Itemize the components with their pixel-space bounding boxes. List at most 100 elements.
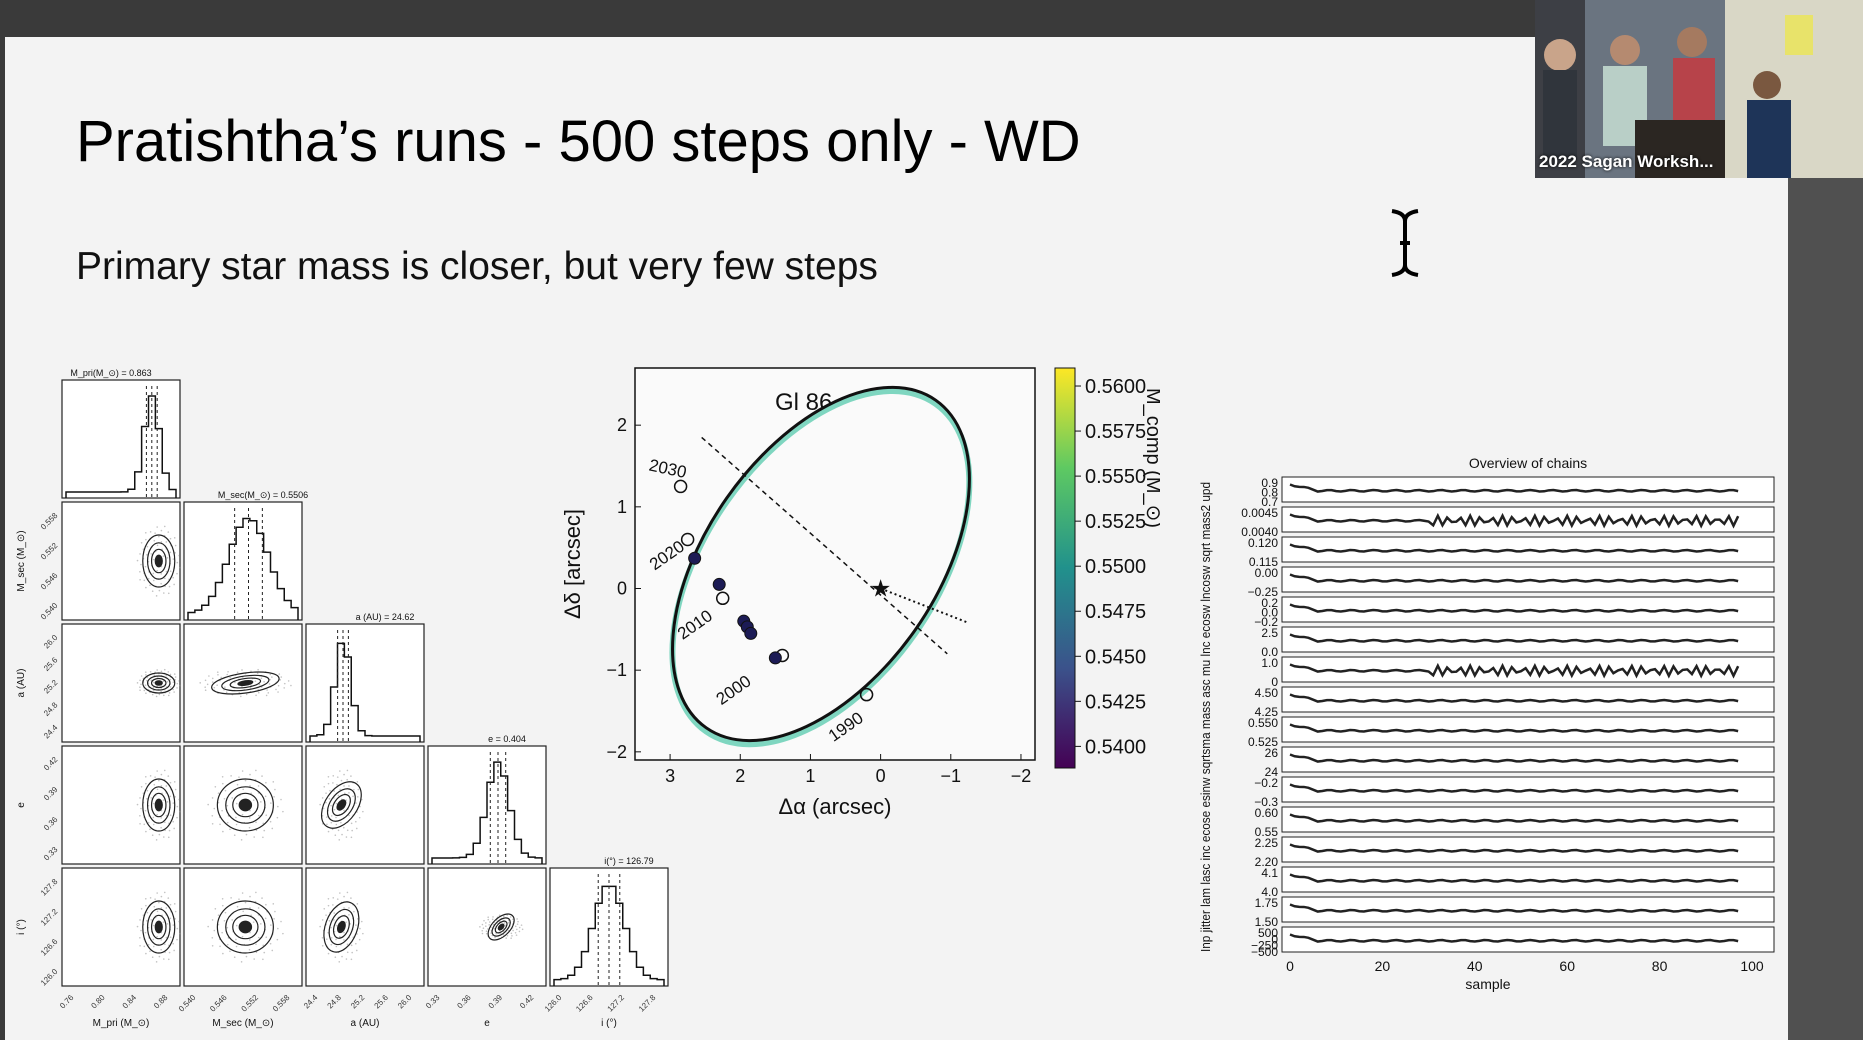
sample-point [213,686,216,689]
sample-point [265,781,267,784]
sample-point [136,682,139,684]
sample-point [174,910,177,913]
sample-point [319,925,321,928]
sample-point [240,961,243,963]
video-thumbnail[interactable]: 2022 Sagan Worksh... [1535,0,1863,178]
sample-point [160,541,163,543]
sample-point [163,836,165,838]
sample-point [264,795,267,798]
sample-point [167,531,170,533]
sample-point [491,918,494,921]
chains-title: Overview of chains [1469,455,1587,471]
sample-point [139,944,141,947]
density-contour [232,914,259,940]
sample-point [217,792,220,794]
sample-point [355,827,358,830]
sample-point [172,942,174,945]
sample-point [219,823,221,826]
sample-point [343,785,345,787]
sample-point [136,925,139,928]
sample-point [241,669,243,671]
sample-point [338,961,341,963]
sample-point [173,903,176,905]
sample-point [346,943,349,946]
sample-point [511,935,513,937]
sample-point [481,923,484,926]
sample-point [165,541,168,543]
sample-point [153,558,155,561]
sample-point [358,938,361,941]
sample-point [154,776,156,778]
sample-point [350,944,353,947]
sample-point [176,816,178,819]
density-contour [326,788,356,822]
sample-point [479,926,481,928]
sample-point [172,820,174,823]
chain-line [1289,843,1739,853]
density-contour [332,915,350,939]
sample-point [518,926,521,929]
chain-line [1289,543,1739,553]
sample-point [151,834,154,837]
sample-point [156,526,158,528]
sample-point [144,775,147,778]
chain-ytick: 0 [1271,675,1278,689]
open-point [715,591,730,606]
sample-point [352,795,354,798]
sample-point [152,579,155,582]
sample-point [242,788,244,791]
sample-point [255,951,258,954]
sample-point [345,836,348,838]
sample-point [156,544,159,547]
chains-xlabel: sample [1465,976,1510,992]
sample-point [140,785,143,788]
sample-point [321,919,324,921]
corner-ytick: 0.36 [42,815,60,833]
density-contour [150,548,167,574]
sample-point [345,958,348,960]
sample-point [179,684,182,687]
corner-ylabel: i (°) [16,919,27,935]
sample-point [238,898,240,900]
sample-point [144,531,147,534]
sample-point [199,682,202,684]
sample-point [144,809,147,812]
chain-xtick: 40 [1467,958,1483,974]
sample-point [145,538,147,541]
sample-point [176,927,179,930]
sample-point [510,937,512,939]
corner-panel-frame [305,867,425,987]
corner-xlabel: e [484,1018,490,1029]
sample-point [165,936,168,939]
sample-point [143,823,146,826]
y-tick-label: 2 [617,415,627,435]
sample-point [235,938,237,941]
sample-point [140,541,143,544]
corner-panel-frame [427,867,547,987]
sample-point [241,935,244,938]
chain-ytick: 0.2 [1261,596,1278,610]
sample-point [260,677,263,680]
chain-ytick: 2.20 [1255,855,1279,869]
sample-point [238,776,240,778]
sample-point [484,925,487,927]
sample-point [481,929,484,932]
window-right-bar [1788,178,1863,1040]
sample-point [144,684,147,686]
sample-point [146,919,148,922]
periastron-line [880,587,969,624]
sample-point [150,679,153,682]
slide-subtitle: Primary star mass is closer, but very fe… [76,245,878,288]
sample-point [149,828,151,831]
sample-point [153,802,155,805]
video-label: 2022 Sagan Worksh... [1539,152,1714,171]
sample-point [492,916,494,918]
sample-point [277,684,280,687]
star-marker: ★ [870,576,892,603]
density-contour [225,908,266,946]
corner-ytick: 126.0 [39,967,60,988]
filled-point [744,626,758,640]
sample-point [169,917,172,920]
sample-point [330,943,333,946]
sample-point [235,945,238,948]
